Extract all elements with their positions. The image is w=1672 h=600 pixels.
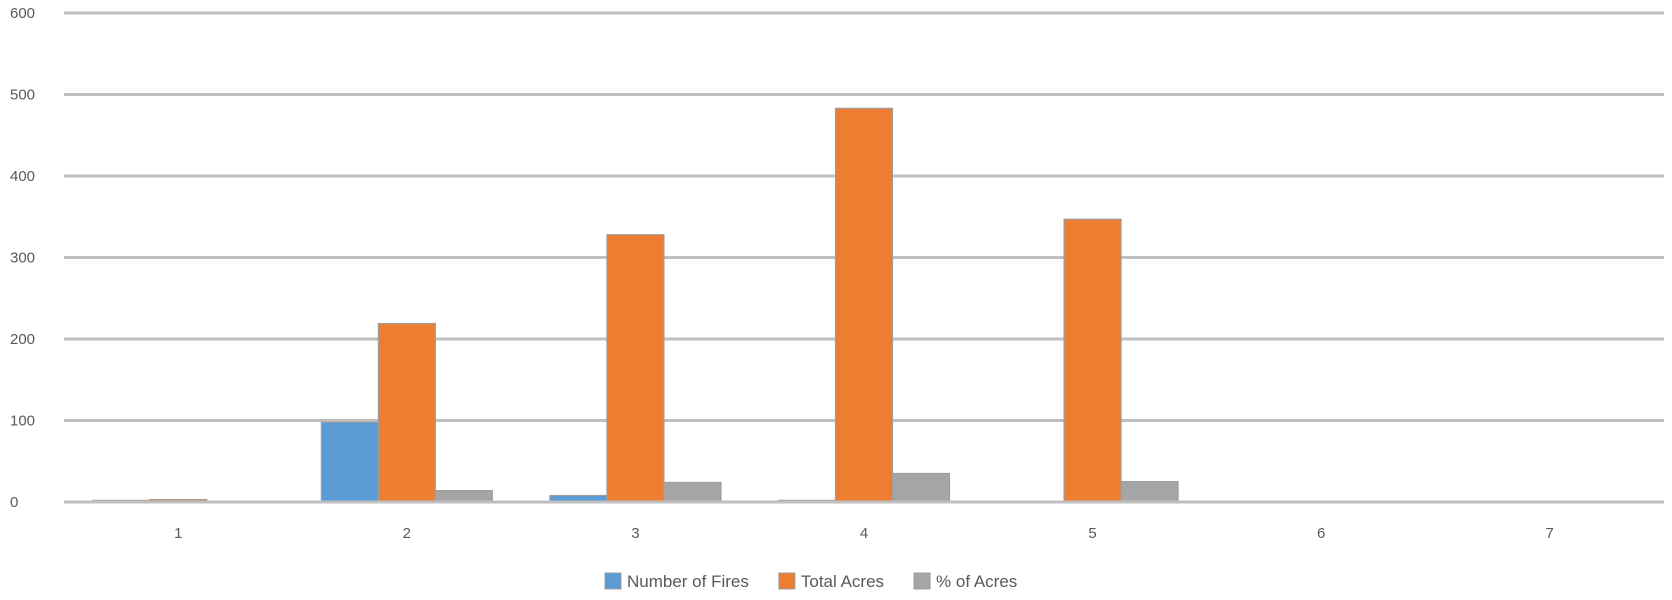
x-tick-label: 3 bbox=[631, 525, 639, 542]
legend-swatch bbox=[778, 572, 796, 590]
legend-label: Number of Fires bbox=[627, 572, 749, 591]
x-tick-label: 4 bbox=[860, 525, 868, 542]
x-tick-label: 7 bbox=[1546, 525, 1554, 542]
y-tick-label: 400 bbox=[10, 168, 35, 185]
y-tick-label: 600 bbox=[10, 5, 35, 22]
legend: Number of Fires Total Acres % of Acres bbox=[604, 572, 1017, 591]
y-tick-label: 300 bbox=[10, 250, 35, 267]
x-tick-label: 6 bbox=[1317, 525, 1325, 542]
y-tick-label: 200 bbox=[10, 331, 35, 348]
bar-number-of-fires-2 bbox=[320, 421, 379, 503]
x-tick-label: 2 bbox=[403, 525, 411, 542]
bar-of-acres-3 bbox=[663, 481, 722, 503]
x-tick-label: 5 bbox=[1088, 525, 1096, 542]
legend-swatch bbox=[913, 572, 931, 590]
bar-total-acres-4 bbox=[834, 107, 894, 503]
x-tick-label: 1 bbox=[174, 525, 182, 542]
x-axis-tick-labels: 1 2 3 4 5 6 7 bbox=[174, 525, 1554, 542]
bar-of-acres-2 bbox=[434, 489, 493, 503]
y-tick-label: 500 bbox=[10, 87, 35, 104]
bar-of-acres-4 bbox=[891, 472, 951, 503]
bar-total-acres-3 bbox=[606, 234, 665, 503]
legend-label: Total Acres bbox=[801, 572, 884, 591]
y-tick-label: 100 bbox=[10, 413, 35, 430]
bars bbox=[92, 107, 1179, 503]
legend-swatch bbox=[604, 572, 622, 590]
y-tick-label: 0 bbox=[10, 494, 18, 511]
bar-of-acres-5 bbox=[1120, 481, 1179, 503]
legend-label: % of Acres bbox=[936, 572, 1017, 591]
y-axis-tick-labels: 0 100 200 300 400 500 600 bbox=[10, 5, 35, 511]
bar-total-acres-5 bbox=[1063, 218, 1122, 503]
bar-total-acres-2 bbox=[377, 322, 436, 503]
